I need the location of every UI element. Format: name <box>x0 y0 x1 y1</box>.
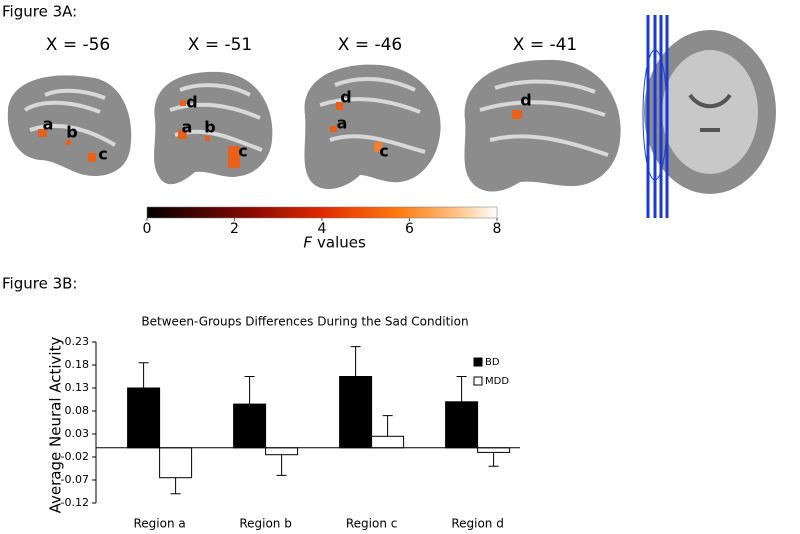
coronal-slice <box>632 15 800 220</box>
region-label: c <box>379 142 388 161</box>
region-label: d <box>520 91 531 110</box>
x-tick-label: Region a <box>133 517 185 531</box>
error-bar <box>170 477 181 495</box>
region-label: b <box>66 123 77 142</box>
y-tick-label: -0.07 <box>61 473 89 486</box>
region-label: a <box>43 115 54 134</box>
error-bar <box>382 415 393 437</box>
y-tick-label: 0.18 <box>65 358 90 371</box>
colorbar-tick-label: 8 <box>493 221 502 237</box>
colorbar <box>146 206 498 219</box>
colorbar-label: values <box>317 234 366 252</box>
region-label: d <box>340 88 351 107</box>
bar <box>445 401 479 449</box>
x-tick-label: Region b <box>239 517 292 531</box>
error-bar <box>138 362 149 388</box>
y-tick-label: -0.12 <box>61 496 89 509</box>
y-axis-label: Average Neural Activity <box>47 337 65 514</box>
x-tick-label: Region d <box>451 517 504 531</box>
legend-swatch <box>473 376 483 386</box>
region-label: d <box>186 93 197 112</box>
panel-label: Figure 3A: <box>2 3 77 21</box>
sagittal-slice <box>304 64 441 190</box>
bar <box>265 447 299 456</box>
bar <box>477 447 511 453</box>
error-bar <box>276 454 287 476</box>
region-label: a <box>182 118 193 137</box>
x-tick-label: Region c <box>346 517 398 531</box>
error-bar <box>456 376 467 402</box>
legend-label: MDD <box>485 376 509 387</box>
region-label: a <box>337 114 348 133</box>
y-tick-label: 0.13 <box>65 381 90 394</box>
colorbar-tick-label: 0 <box>143 221 152 237</box>
error-bar <box>244 376 255 405</box>
y-tick-label: 0.23 <box>65 335 90 348</box>
sagittal-slice <box>7 75 132 176</box>
legend-swatch <box>473 357 483 367</box>
sagittal-slice <box>464 59 621 192</box>
bar <box>127 387 161 449</box>
y-tick-label: -0.02 <box>61 450 89 463</box>
colorbar-tick-label: 4 <box>318 221 327 237</box>
region-label: c <box>98 145 107 164</box>
error-bar <box>488 452 499 467</box>
bar <box>339 376 373 449</box>
y-tick-label: 0.03 <box>65 427 90 440</box>
region-label: b <box>204 118 215 137</box>
brain-images <box>7 15 800 220</box>
y-tick-label: 0.08 <box>65 404 90 417</box>
slice-label: X = -46 <box>338 35 402 55</box>
colorbar-label: F <box>303 234 312 252</box>
bar <box>159 447 193 479</box>
colorbar-tick-label: 6 <box>405 221 414 237</box>
sagittal-slice <box>154 71 273 185</box>
slice-label: X = -56 <box>46 35 110 55</box>
legend-label: BD <box>485 357 500 368</box>
bar <box>233 403 267 449</box>
slice-label: X = -41 <box>513 35 577 55</box>
chart-title: Between-Groups Differences During the Sa… <box>141 315 468 329</box>
slice-label: X = -51 <box>188 35 252 55</box>
panel-label: Figure 3B: <box>2 275 77 293</box>
colorbar-tick-label: 2 <box>230 221 239 237</box>
bar <box>371 435 405 449</box>
error-bar <box>350 346 361 377</box>
region-label: c <box>238 142 247 161</box>
